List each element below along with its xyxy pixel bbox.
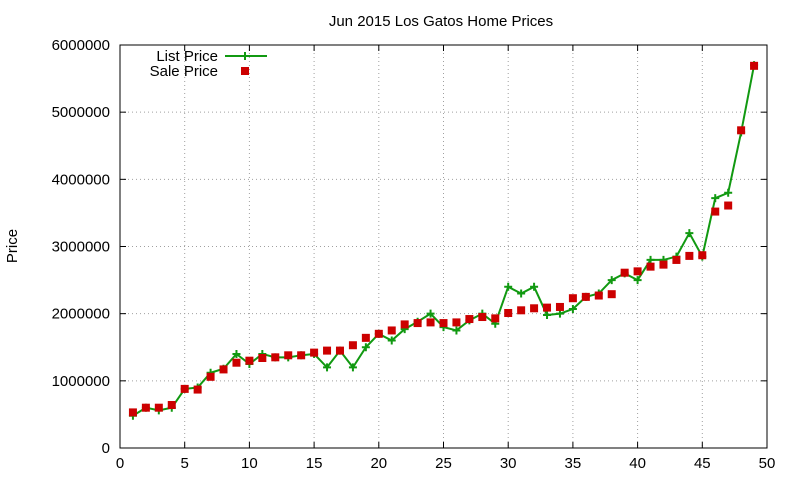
sale-price-point: [452, 318, 461, 327]
sale-price-point: [750, 61, 759, 70]
sale-price-point: [737, 126, 746, 135]
sale-price-point: [594, 291, 603, 300]
sale-price-point: [154, 403, 163, 412]
sale-price-point: [543, 303, 552, 312]
sale-price-point: [439, 319, 448, 328]
sale-price-point: [724, 201, 733, 210]
sale-price-point: [530, 304, 539, 313]
series-layer: [128, 61, 759, 420]
chart-title: Jun 2015 Los Gatos Home Prices: [329, 13, 553, 30]
list-price-point: [387, 336, 396, 345]
list-price-point: [555, 309, 564, 318]
list-price-point: [361, 343, 370, 352]
sale-price-point: [581, 292, 590, 301]
x-tick-label: 40: [629, 455, 646, 472]
sale-price-point: [271, 353, 280, 362]
sale-price-point: [620, 268, 629, 277]
x-tick-label: 15: [306, 455, 323, 472]
sale-price-point: [310, 348, 319, 357]
sale-price-point: [128, 408, 137, 417]
y-tick-label: 4000000: [52, 171, 110, 188]
x-tick-label: 50: [759, 455, 776, 472]
sale-price-point: [193, 385, 202, 394]
x-tick-label: 25: [435, 455, 452, 472]
sale-price-point: [206, 372, 215, 381]
legend-label-sale-price: Sale Price: [150, 63, 218, 80]
sale-price-point: [698, 251, 707, 260]
grid-layer: [120, 45, 767, 448]
sale-price-point: [141, 403, 150, 412]
list-price-point: [711, 194, 720, 203]
sale-price-point: [400, 320, 409, 329]
sale-price-point: [297, 351, 306, 360]
sale-price-point: [517, 306, 526, 315]
legend-label-list-price: List Price: [156, 48, 218, 65]
list-price-point: [685, 229, 694, 238]
sale-price-point: [335, 346, 344, 355]
list-price-point: [426, 309, 435, 318]
y-tick-label: 1000000: [52, 373, 110, 390]
tick-layer: 0 5 10 15 20 25 30 35 40 45 50 0 1000000 2000000 30000…: [52, 37, 776, 472]
list-price-point: [517, 289, 526, 298]
sale-price-point: [361, 333, 370, 342]
list-price-point: [633, 276, 642, 285]
list-price-point: [568, 304, 577, 313]
sale-price-point: [180, 384, 189, 393]
sale-price-point: [478, 313, 487, 322]
y-tick-label: 2000000: [52, 306, 110, 323]
sale-price-point: [387, 326, 396, 335]
y-axis-label: Price: [4, 229, 21, 263]
sale-price-point: [258, 353, 267, 362]
sale-price-point: [323, 346, 332, 355]
sale-price-point: [555, 302, 564, 311]
y-tick-label: 6000000: [52, 37, 110, 54]
list-price-point: [323, 363, 332, 372]
x-tick-label: 5: [181, 455, 189, 472]
sale-price-point: [219, 365, 228, 374]
sale-price-point: [504, 308, 513, 317]
x-tick-label: 20: [370, 455, 387, 472]
sale-price-point: [607, 290, 616, 299]
sale-price-point: [659, 260, 668, 269]
x-tick-label: 0: [116, 455, 124, 472]
x-tick-label: 10: [241, 455, 258, 472]
sale-price-point: [685, 251, 694, 260]
y-tick-label: 5000000: [52, 104, 110, 121]
list-price-point: [724, 188, 733, 197]
x-tick-label: 45: [694, 455, 711, 472]
plot-frame: [119, 44, 768, 449]
sale-price-point: [465, 315, 474, 324]
sale-price-point: [426, 318, 435, 327]
legend-marker-list-price: [241, 52, 249, 60]
sale-price-point: [711, 207, 720, 216]
list-price-point: [504, 282, 513, 291]
y-tick-label: 0: [102, 440, 110, 457]
x-tick-label: 30: [500, 455, 517, 472]
sale-price-point: [633, 267, 642, 276]
sale-price-point: [374, 329, 383, 338]
sale-price-point: [491, 314, 500, 323]
list-price-point: [452, 326, 461, 335]
sale-price-point: [413, 319, 422, 328]
sale-price-point: [232, 358, 241, 367]
y-tick-label: 3000000: [52, 239, 110, 256]
sale-price-point: [646, 262, 655, 271]
list-price-point: [232, 349, 241, 358]
list-price-point: [530, 282, 539, 291]
sale-price-point: [568, 294, 577, 303]
sale-price-point: [348, 341, 357, 350]
list-price-point: [646, 255, 655, 264]
sale-price-point: [245, 356, 254, 365]
list-price-point: [607, 276, 616, 285]
list-price-point: [543, 311, 552, 320]
sale-price-point: [284, 351, 293, 360]
sale-price-point: [672, 255, 681, 264]
legend: List Price Sale Price: [150, 48, 267, 80]
list-price-point: [348, 363, 357, 372]
sale-price-point: [167, 401, 176, 410]
legend-marker-sale-price: [241, 67, 249, 75]
x-tick-label: 35: [565, 455, 582, 472]
